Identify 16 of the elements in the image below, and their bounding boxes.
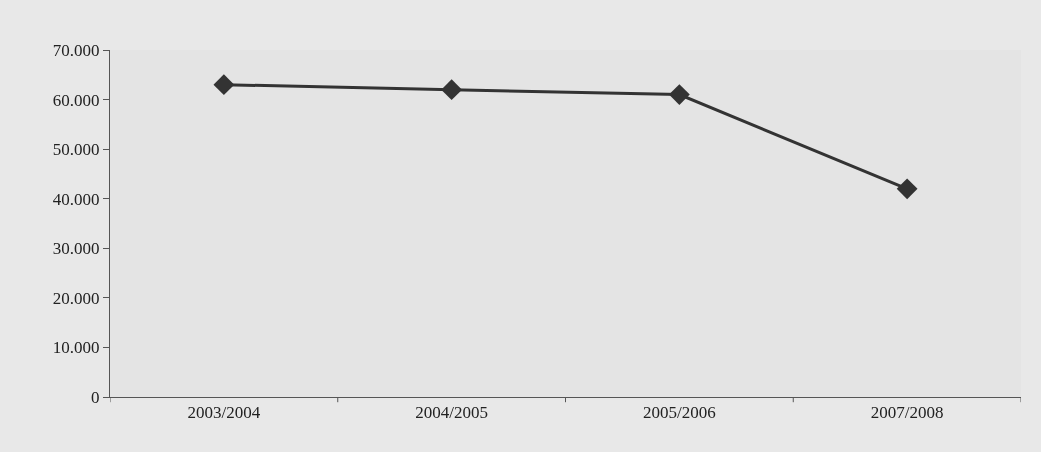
point bbox=[668, 84, 690, 106]
point bbox=[441, 79, 463, 101]
y-tick-label: 70.000 bbox=[52, 40, 100, 60]
y-tick-label: 10.000 bbox=[52, 338, 100, 358]
x-tick-label: 2003/2004 bbox=[187, 403, 261, 423]
point bbox=[213, 74, 235, 96]
x-tick-label: 2005/2006 bbox=[643, 403, 716, 423]
y-tick-label: 60.000 bbox=[52, 90, 100, 110]
x-tick-label: 2004/2005 bbox=[415, 403, 488, 423]
x-tick-label: 2007/2008 bbox=[870, 403, 944, 423]
y-tick-label: 40.000 bbox=[52, 189, 100, 209]
y-tick-label: 50.000 bbox=[52, 140, 100, 160]
y-tick-label: 30.000 bbox=[52, 239, 100, 259]
y-tick-label: 0 bbox=[91, 387, 100, 407]
point bbox=[896, 178, 918, 200]
y-tick-label: 20.000 bbox=[52, 288, 100, 308]
